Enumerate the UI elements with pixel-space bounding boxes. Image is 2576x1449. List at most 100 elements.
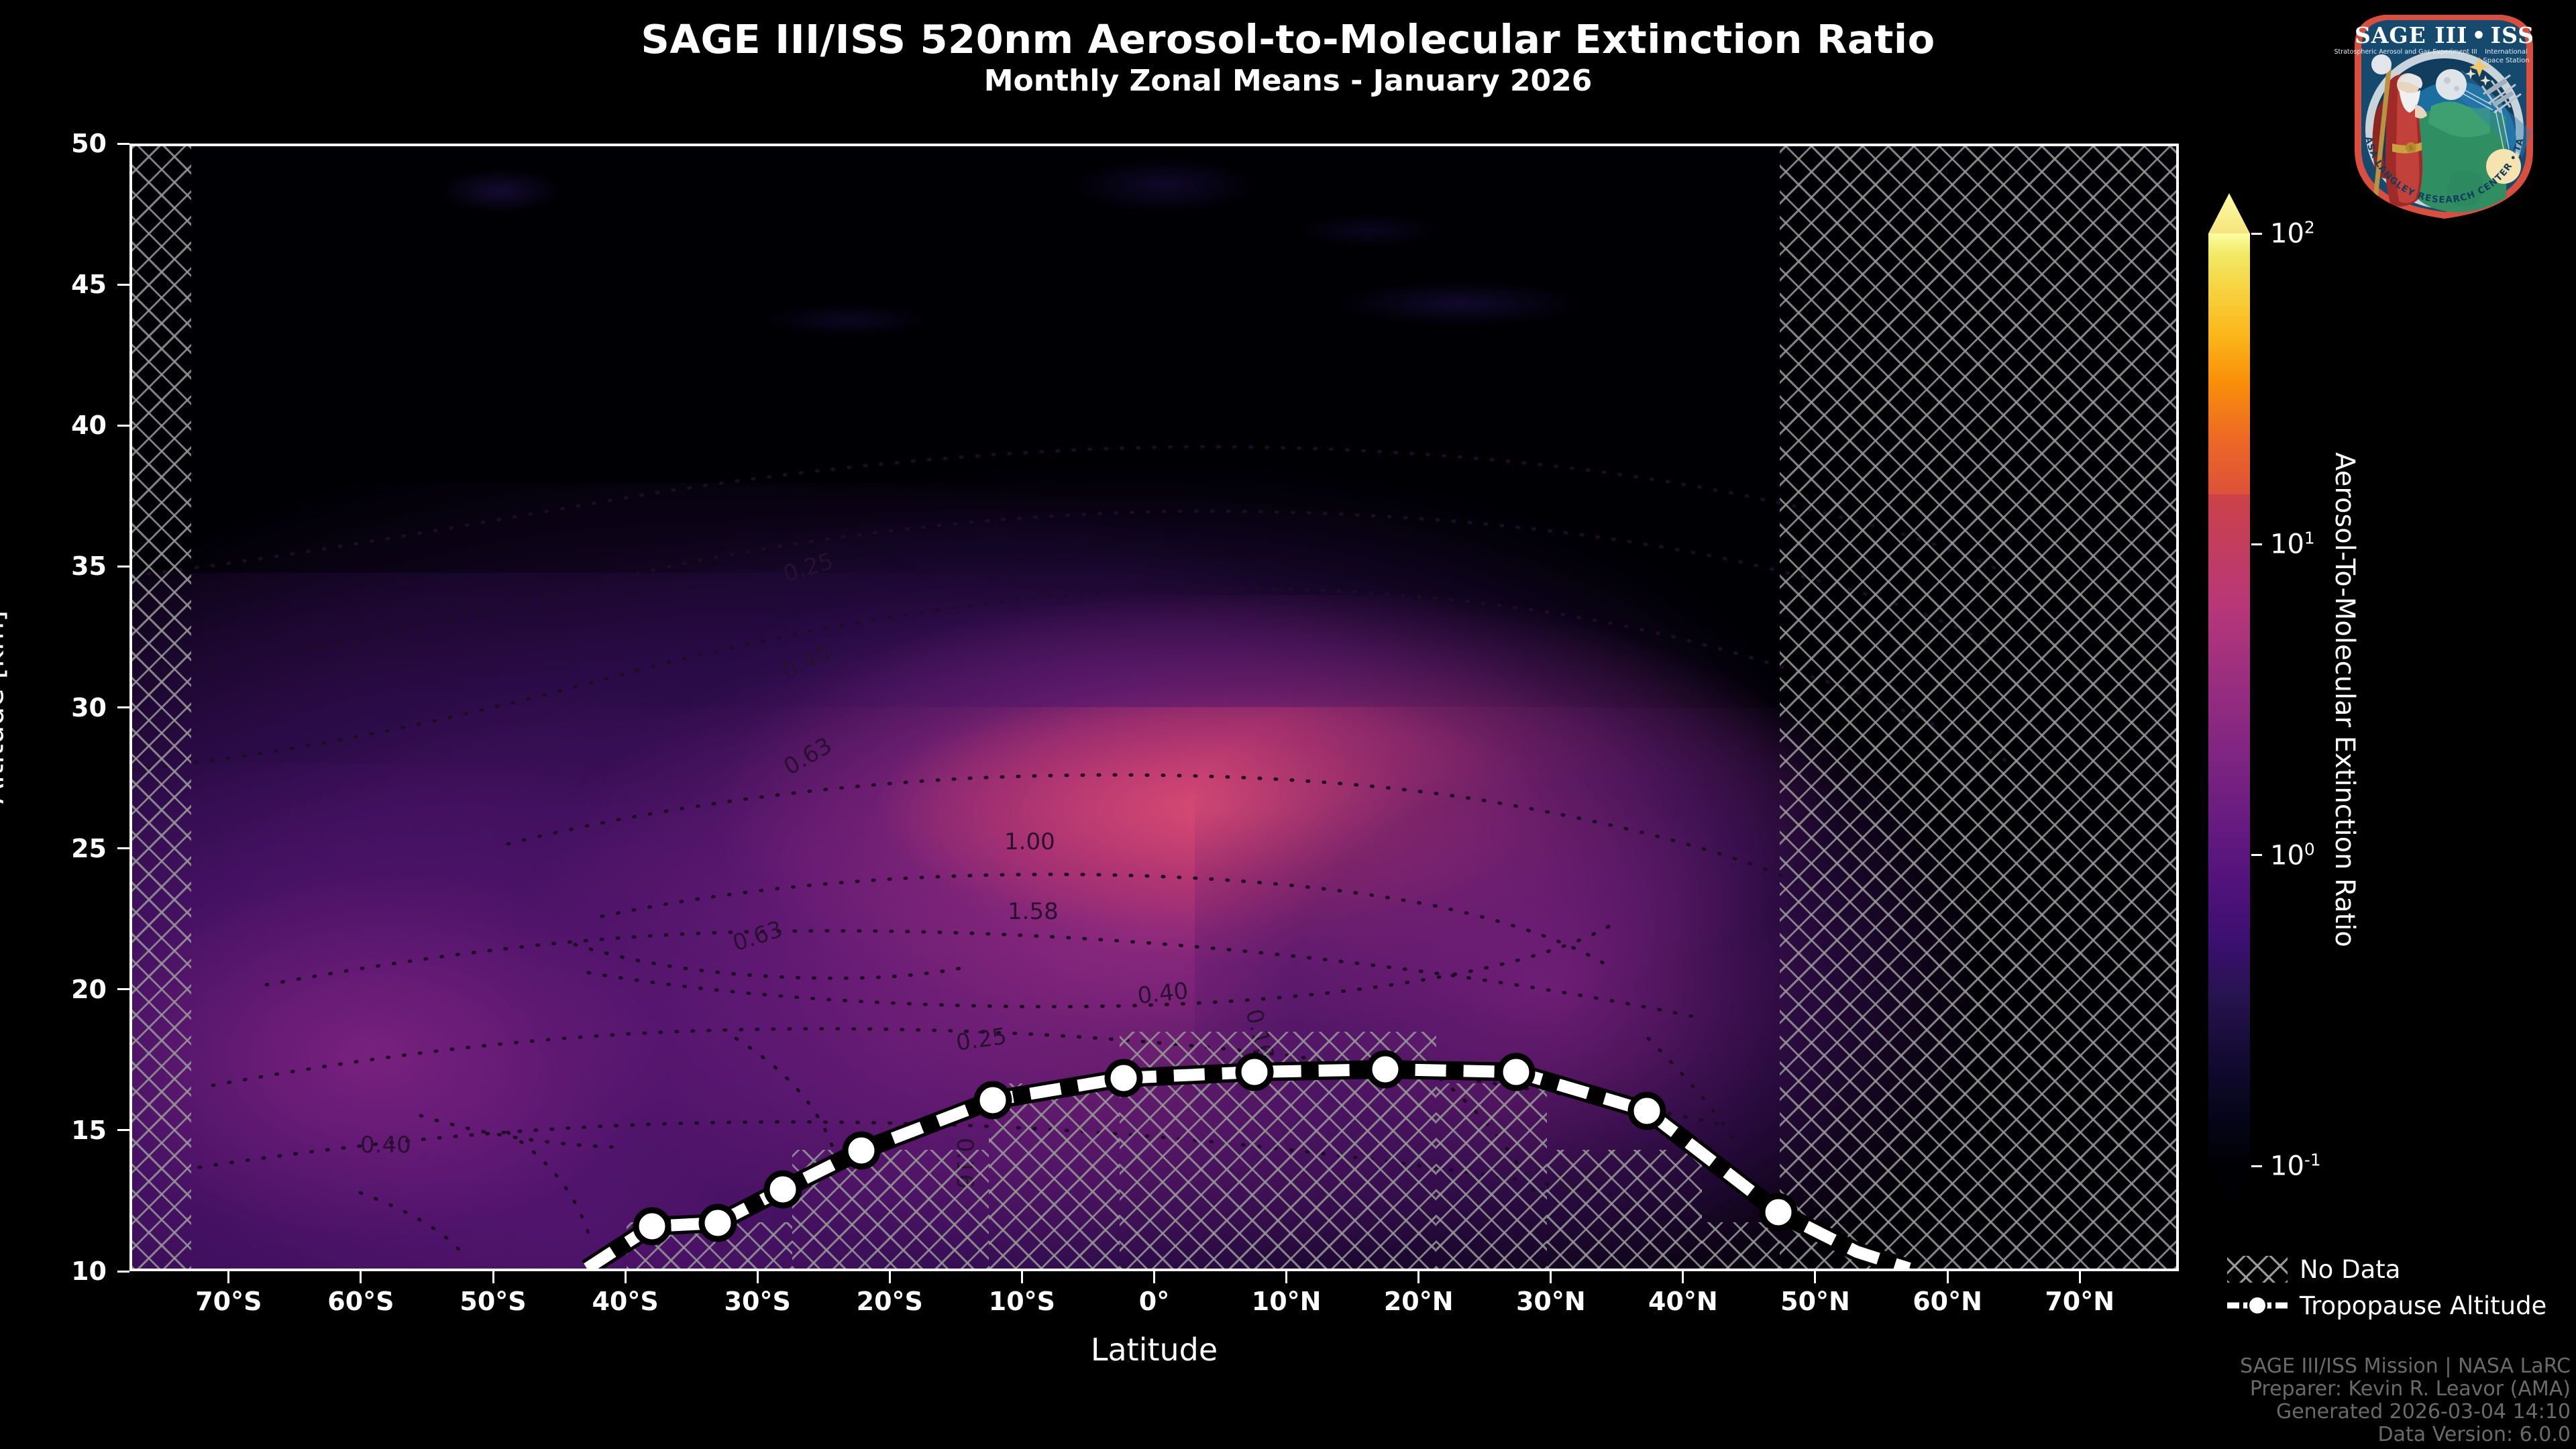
colorbar-tick-mark: [2251, 1165, 2262, 1167]
legend-label-no-data: No Data: [2300, 1254, 2401, 1284]
no-data-swatch: [2227, 1256, 2288, 1283]
patch-subtitle-right-2: Space Station: [2483, 57, 2529, 64]
tropopause-swatch: [2227, 1292, 2288, 1319]
page-title: SAGE III/ISS 520nm Aerosol-to-Molecular …: [641, 16, 1935, 62]
y-tick-mark: [117, 565, 129, 568]
colorbar-tick-label: 100: [2270, 839, 2315, 871]
colorbar-tick-label: 102: [2270, 217, 2315, 250]
footer-line-mission: SAGE III/ISS Mission | NASA LaRC: [2240, 1354, 2571, 1378]
x-tick-mark: [1814, 1271, 1817, 1283]
x-tick-label: 70°N: [2045, 1287, 2115, 1316]
colorbar: [2206, 191, 2253, 1209]
no-data-region-south: [132, 146, 192, 1269]
y-tick-mark: [117, 142, 129, 145]
legend-item-no-data: No Data: [2227, 1251, 2576, 1287]
x-tick-label: 0°: [1138, 1287, 1170, 1316]
x-tick-label: 50°S: [460, 1287, 527, 1316]
x-tick-label: 10°S: [988, 1287, 1056, 1316]
x-tick-label: 20°N: [1383, 1287, 1454, 1316]
colorbar-gradient: [2208, 233, 2250, 1166]
x-axis-title: Latitude: [1090, 1332, 1218, 1368]
patch-subtitle-right-1: International: [2485, 48, 2528, 56]
footer-line-preparer: Preparer: Kevin R. Leavor (AMA): [2249, 1377, 2571, 1401]
colorbar-tick-label: 101: [2270, 528, 2315, 560]
y-tick-mark: [117, 988, 129, 991]
footer-credits: SAGE III/ISS Mission | NASA LaRC Prepare…: [2240, 1355, 2571, 1446]
y-tick-label: 20: [71, 974, 107, 1004]
colorbar-extend-max-arrow: [2208, 193, 2250, 233]
x-tick-mark: [756, 1271, 759, 1283]
footer-line-generated: Generated 2026-03-04 14:10: [2275, 1400, 2571, 1424]
y-tick-mark: [117, 706, 129, 708]
legend-label-tropopause: Tropopause Altitude: [2300, 1291, 2547, 1320]
svg-text:S: S: [2409, 146, 2413, 152]
x-tick-mark: [888, 1271, 891, 1283]
colorbar-title: Aerosol-To-Molecular Extinction Ratio: [2329, 452, 2360, 947]
x-tick-label: 10°N: [1251, 1287, 1322, 1316]
y-tick-mark: [117, 424, 129, 427]
y-tick-mark: [117, 1270, 129, 1273]
x-tick-mark: [1417, 1271, 1420, 1283]
y-axis-title: Altitude [km]: [0, 610, 11, 804]
x-tick-label: 20°S: [856, 1287, 923, 1316]
wizard-figure: S: [2371, 54, 2427, 207]
colorbar-tick-mark: [2251, 854, 2262, 857]
x-tick-mark: [1682, 1271, 1684, 1283]
patch-subtitle-left: Stratospheric Aerosol and Gas Experiment…: [2334, 48, 2477, 56]
colorbar-extend-min-arrow: [2208, 1166, 2250, 1206]
y-tick-mark: [117, 847, 129, 850]
y-tick-label: 10: [71, 1256, 107, 1286]
x-tick-mark: [360, 1271, 362, 1283]
svg-text:1.00: 1.00: [1004, 828, 1055, 855]
patch-title: SAGE III • ISS: [2355, 22, 2534, 48]
x-tick-mark: [2078, 1271, 2081, 1283]
colorbar-tick-mark: [2251, 543, 2262, 545]
no-data-region-troposphere-3: [988, 1083, 1120, 1269]
colorbar-tick-mark: [2251, 232, 2262, 235]
y-tick-label: 25: [71, 833, 107, 863]
y-tick-label: 50: [71, 129, 107, 158]
colorbar-tick-label: 10-1: [2270, 1150, 2321, 1182]
x-tick-label: 70°S: [195, 1287, 262, 1316]
plot-inner: 0.25 0.40 0.63 1.00 1.58 0.63 0.40 0.25 …: [132, 146, 2176, 1269]
x-tick-mark: [1550, 1271, 1552, 1283]
y-tick-label: 30: [71, 692, 107, 722]
no-data-region-troposphere-7: [1702, 1222, 1780, 1269]
x-tick-label: 40°N: [1648, 1287, 1718, 1316]
y-tick-mark: [117, 1129, 129, 1132]
hatch-icon: [2227, 1256, 2288, 1283]
x-tick-label: 60°S: [327, 1287, 394, 1316]
x-tick-mark: [492, 1271, 494, 1283]
y-tick-label: 40: [71, 411, 107, 441]
x-tick-label: 30°N: [1515, 1287, 1586, 1316]
no-data-region-troposphere-6: [1546, 1149, 1703, 1269]
svg-text:1.58: 1.58: [1008, 898, 1059, 925]
tropopause-line: [582, 1050, 1913, 1269]
sage-iii-iss-mission-patch-logo: S BALL • NASA LANGLEY RESEARCH CENTER • …: [2326, 0, 2559, 227]
footer-line-version: Data Version: 6.0.0: [2377, 1423, 2571, 1446]
x-tick-label: 60°N: [1913, 1287, 1982, 1316]
legend: No Data Tropopause Altitude: [2227, 1251, 2576, 1324]
y-tick-label: 15: [71, 1115, 107, 1145]
svg-text:0.40: 0.40: [1136, 977, 1189, 1010]
y-tick-label: 35: [71, 551, 107, 582]
x-tick-label: 30°S: [724, 1287, 791, 1316]
y-tick-label: 45: [71, 270, 107, 300]
x-tick-mark: [624, 1271, 627, 1283]
marker-dot-icon: [2247, 1295, 2267, 1316]
x-tick-mark: [227, 1271, 230, 1283]
x-tick-label: 40°S: [592, 1287, 659, 1316]
x-tick-mark: [1285, 1271, 1288, 1283]
page-subtitle: Monthly Zonal Means - January 2026: [983, 64, 1593, 98]
y-tick-mark: [117, 283, 129, 286]
x-tick-mark: [1153, 1271, 1155, 1283]
x-tick-mark: [1020, 1271, 1023, 1283]
no-data-region-troposphere-5: [1436, 1083, 1547, 1269]
no-data-region-north: [1779, 146, 2176, 1269]
x-tick-label: 50°N: [1780, 1287, 1850, 1316]
x-tick-mark: [1946, 1271, 1949, 1283]
svg-text:0.40: 0.40: [360, 1132, 411, 1159]
legend-item-tropopause: Tropopause Altitude: [2227, 1287, 2576, 1324]
plot-area: 0.25 0.40 0.63 1.00 1.58 0.63 0.40 0.25 …: [129, 144, 2179, 1271]
